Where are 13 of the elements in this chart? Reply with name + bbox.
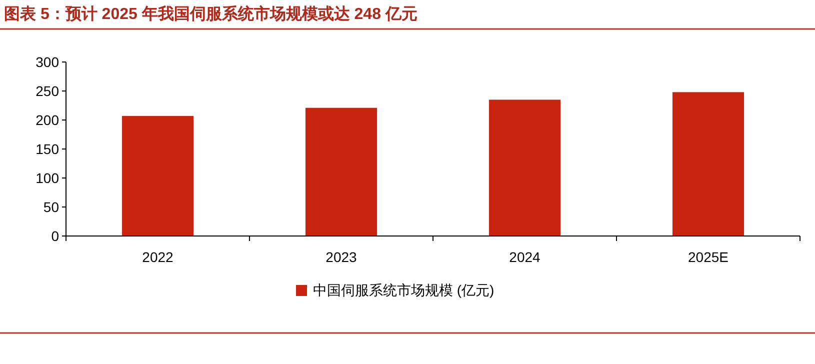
y-tick-label: 150 — [36, 141, 60, 157]
x-tick-label: 2024 — [509, 249, 541, 265]
y-tick-label: 250 — [36, 83, 60, 99]
x-tick-label: 2023 — [326, 249, 358, 265]
x-tick-label: 2022 — [142, 249, 174, 265]
x-tick-label: 2025E — [688, 249, 728, 265]
y-tick-label: 300 — [36, 54, 60, 70]
y-tick-label: 50 — [43, 199, 60, 215]
y-tick-label: 0 — [51, 228, 60, 244]
y-tick-label: 200 — [36, 112, 60, 128]
chart-title: 图表 5：预计 2025 年我国伺服系统市场规模或达 248 亿元 — [4, 5, 418, 23]
legend-label: 中国伺服系统市场规模 (亿元) — [313, 282, 494, 298]
y-tick-label: 100 — [36, 170, 60, 186]
